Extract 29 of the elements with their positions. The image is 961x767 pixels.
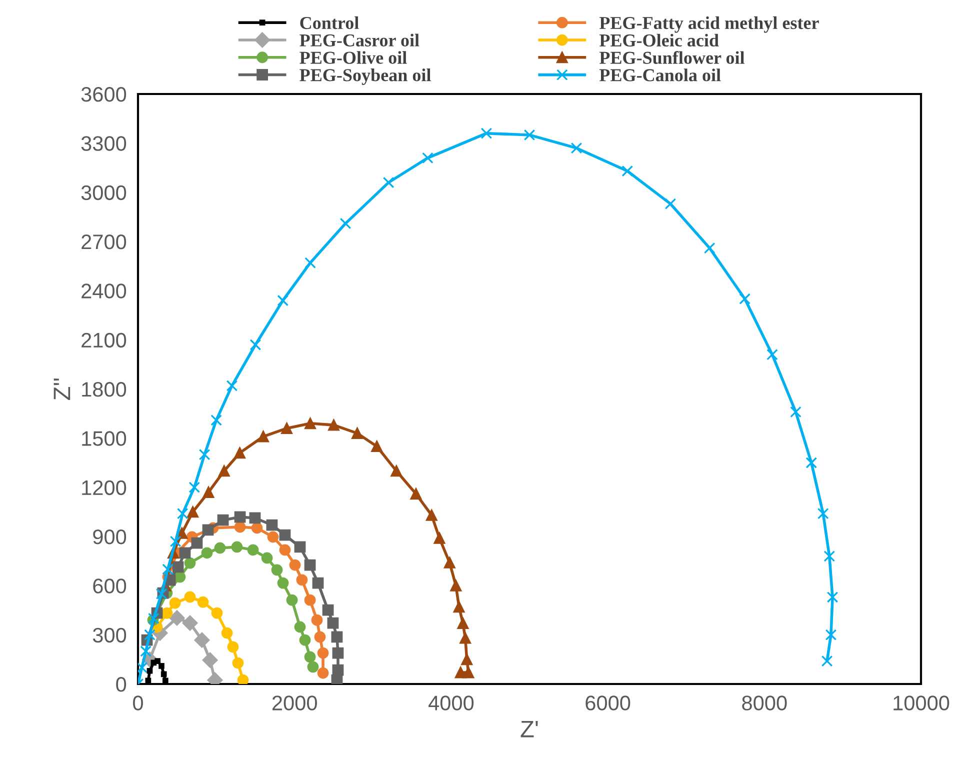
y-tick-label: 1200	[82, 480, 126, 496]
y-tick-label: 2700	[82, 234, 126, 250]
y-axis-title: Z''	[54, 378, 70, 400]
x-tick-label: 2000	[272, 696, 317, 710]
x-tick-label: 10000	[894, 696, 950, 710]
y-tick-label: 900	[93, 530, 126, 544]
y-tick-label: 1800	[82, 382, 126, 397]
y-tick-label: 600	[93, 578, 126, 594]
y-tick-label: 300	[92, 628, 126, 643]
x-tick-label: 8000	[742, 696, 787, 710]
legend-label: PEG-Casror oil	[300, 34, 420, 46]
x-tick-label: 0	[133, 696, 143, 710]
legend-label: PEG-Soybean oil	[300, 68, 431, 85]
x-tick-label: 4000	[428, 696, 474, 710]
legend-label: PEG-Fatty acid methyl ester	[599, 16, 819, 33]
legend-label: PEG-Canola oil	[599, 68, 721, 82]
y-tick-label: 3300	[81, 136, 126, 151]
legend-label: PEG-Olive oil	[300, 51, 407, 64]
y-tick-label: 0	[116, 677, 126, 692]
y-tick-label: 2400	[82, 284, 126, 298]
y-tick-label: 3600	[81, 87, 126, 102]
y-tick-label: 2100	[82, 332, 126, 348]
x-tick-label: 6000	[586, 696, 630, 710]
legend-label: PEG-Sunflower oil	[599, 51, 744, 64]
legend-label: Control	[300, 16, 359, 30]
y-tick-label: 1500	[82, 431, 126, 446]
x-axis-title: Z'	[520, 720, 538, 738]
legend-label: PEG-Oleic acid	[599, 34, 719, 47]
y-tick-label: 3000	[81, 185, 126, 200]
